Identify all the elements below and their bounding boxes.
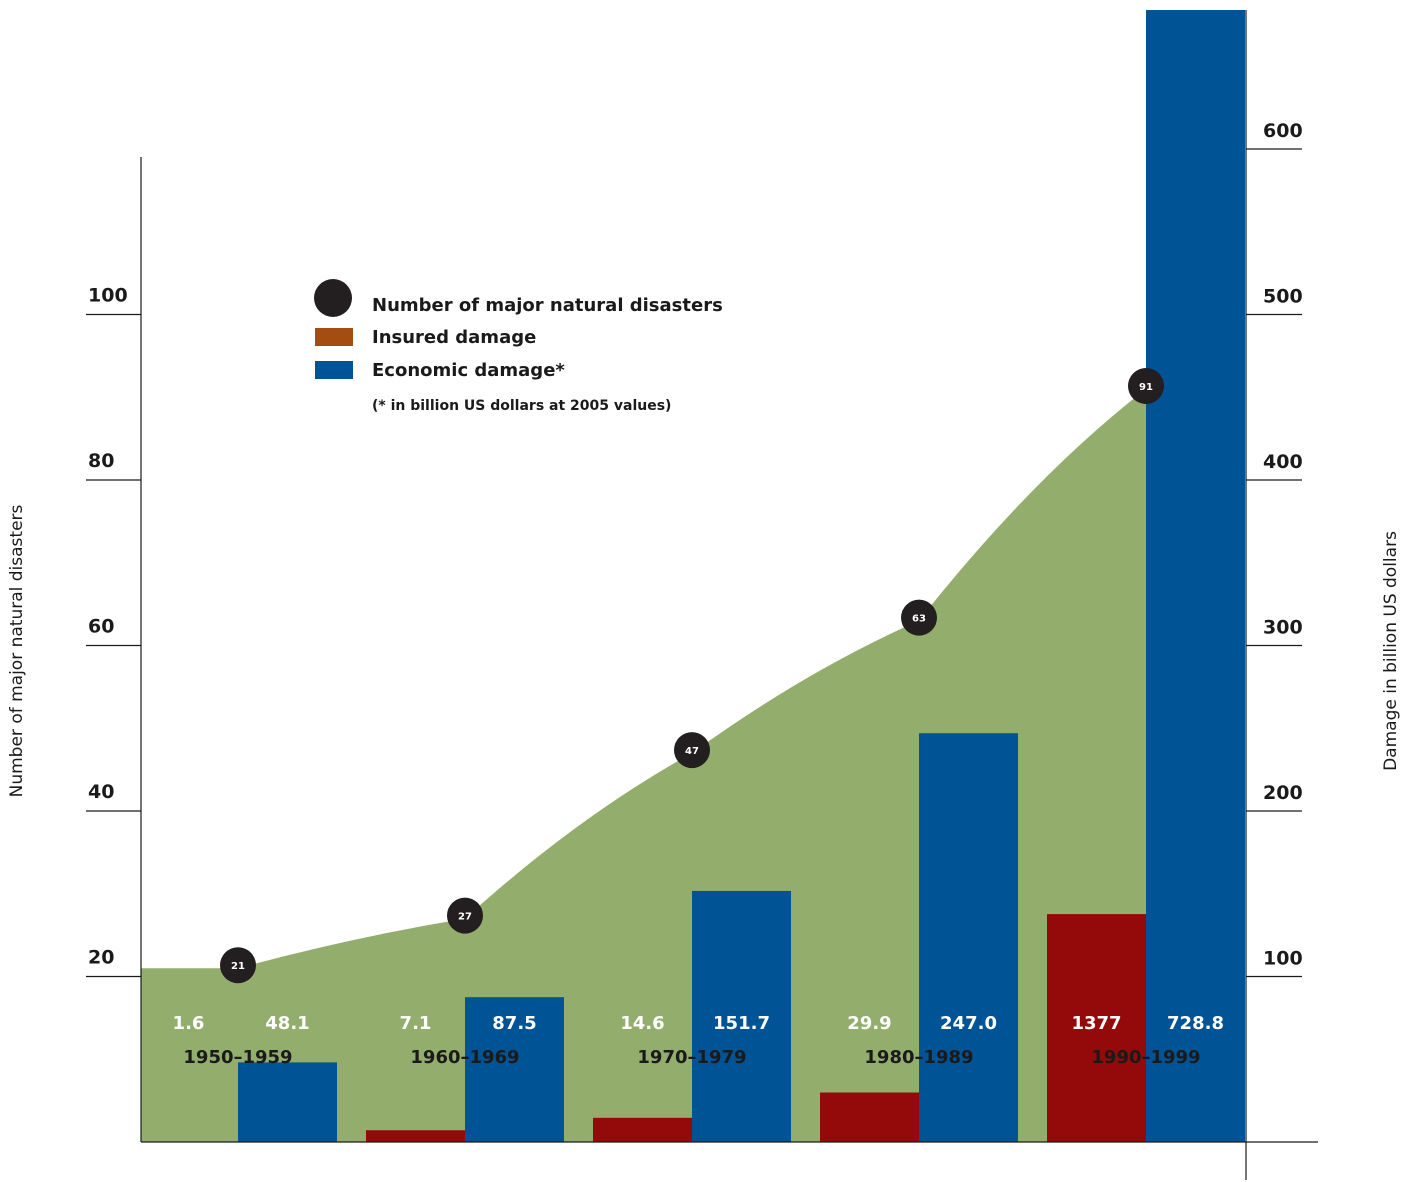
disaster-count-marker [901, 599, 937, 636]
decade-label: 1990–1999 [1091, 1047, 1200, 1068]
right-tick-label: 500 [1263, 286, 1303, 308]
decade-label: 1980–1989 [864, 1047, 973, 1068]
right-axis-title: Damage in billion US dollars [1381, 531, 1401, 771]
right-tick-label: 100 [1263, 948, 1303, 970]
legend-disasters-swatch [314, 279, 352, 317]
left-tick-label: 20 [88, 947, 114, 969]
economic-damage-label: 728.8 [1167, 1013, 1224, 1034]
disaster-count-marker [674, 732, 710, 769]
right-tick-label: 200 [1263, 782, 1303, 804]
insured-damage-bar [593, 1117, 692, 1142]
decade-label: 1960–1969 [410, 1047, 519, 1068]
economic-damage-bar [465, 997, 564, 1142]
left-tick-label: 80 [88, 450, 114, 472]
legend-note: (* in billion US dollars at 2005 values) [372, 398, 671, 414]
legend-insured-swatch [315, 328, 353, 346]
insured-damage-bar [1047, 914, 1146, 1142]
economic-damage-label: 87.5 [492, 1013, 536, 1034]
economic-damage-bar [238, 1062, 337, 1142]
disasters-area [141, 388, 1146, 1143]
disaster-count-marker [1128, 367, 1164, 404]
legend-economic-label: Economic damage* [372, 360, 565, 381]
decade-label: 1950–1959 [183, 1047, 292, 1068]
economic-damage-bar [1146, 10, 1245, 1142]
left-tick-label: 40 [88, 781, 114, 803]
disaster-count-label: 91 [1139, 382, 1153, 393]
economic-damage-label: 151.7 [713, 1013, 770, 1034]
legend-disasters-label: Number of major natural disasters [372, 295, 723, 316]
economic-damage-label: 247.0 [940, 1013, 997, 1034]
insured-damage-label: 7.1 [400, 1013, 432, 1034]
insured-damage-label: 14.6 [620, 1013, 664, 1034]
legend-insured-label: Insured damage [372, 327, 536, 348]
decade-label: 1970–1979 [637, 1047, 746, 1068]
left-tick-label: 100 [88, 285, 128, 307]
right-tick-label: 400 [1263, 451, 1303, 473]
disaster-count-label: 21 [231, 961, 245, 972]
economic-damage-bar [692, 890, 791, 1142]
disaster-count-label: 63 [912, 614, 926, 625]
economic-damage-bar [919, 733, 1018, 1142]
disaster-count-label: 47 [685, 746, 699, 757]
right-tick-label: 300 [1263, 617, 1303, 639]
insured-damage-bar [820, 1092, 919, 1142]
right-tick-label: 600 [1263, 120, 1303, 142]
insured-damage-label: 29.9 [847, 1013, 891, 1034]
disaster-count-marker [447, 897, 483, 934]
legend-economic-swatch [315, 361, 353, 379]
insured-damage-label: 1.6 [173, 1013, 205, 1034]
disaster-count-label: 27 [458, 912, 472, 923]
disaster-count-marker [220, 947, 256, 984]
insured-damage-bar [366, 1130, 465, 1142]
economic-damage-label: 48.1 [265, 1013, 309, 1034]
left-axis-title: Number of major natural disasters [7, 504, 27, 797]
left-tick-label: 60 [88, 616, 114, 638]
insured-damage-label: 1377 [1071, 1013, 1121, 1034]
